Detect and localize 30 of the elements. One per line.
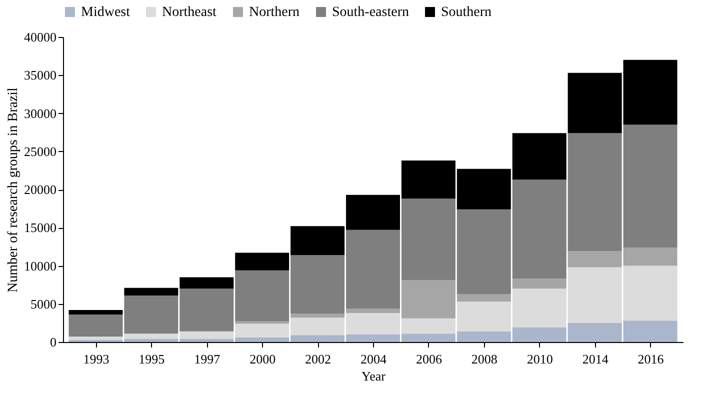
y-tick-label: 20000 <box>24 182 56 197</box>
x-tick-label: 2004 <box>360 352 387 366</box>
x-tick-label: 2000 <box>250 352 276 366</box>
x-tick-label: 2002 <box>305 352 332 366</box>
legend-label: Midwest <box>81 5 130 20</box>
bar <box>68 310 123 315</box>
bar <box>290 314 345 318</box>
x-tick-label: 2010 <box>526 352 553 366</box>
bar <box>512 278 566 289</box>
x-tick-label: 1997 <box>194 352 221 366</box>
y-tick-label: 5000 <box>30 296 56 312</box>
legend-label: Northern <box>249 5 300 20</box>
legend-label: South-eastern <box>332 5 409 20</box>
y-tick-label: 40000 <box>24 30 56 44</box>
legend-label: Southern <box>441 5 492 20</box>
x-tick-label: 2016 <box>638 352 664 366</box>
y-tick-label: 0 <box>50 334 56 350</box>
x-tick-label: 2006 <box>416 352 442 366</box>
x-tick-label: 1993 <box>83 352 110 366</box>
x-tick-label: 2014 <box>582 352 609 366</box>
x-tick-label: 2008 <box>471 352 498 366</box>
x-axis-title: Year <box>362 368 386 384</box>
y-axis-title: Number of research groups in Brazil <box>6 87 21 292</box>
y-tick-label: 10000 <box>24 258 56 274</box>
y-tick-label: 30000 <box>24 106 56 121</box>
legend-label: Northeast <box>162 5 217 20</box>
y-tick-label: 25000 <box>24 144 56 159</box>
x-tick-label: 1995 <box>138 352 165 366</box>
y-tick-label: 35000 <box>24 68 56 83</box>
y-tick-label: 15000 <box>24 220 56 236</box>
